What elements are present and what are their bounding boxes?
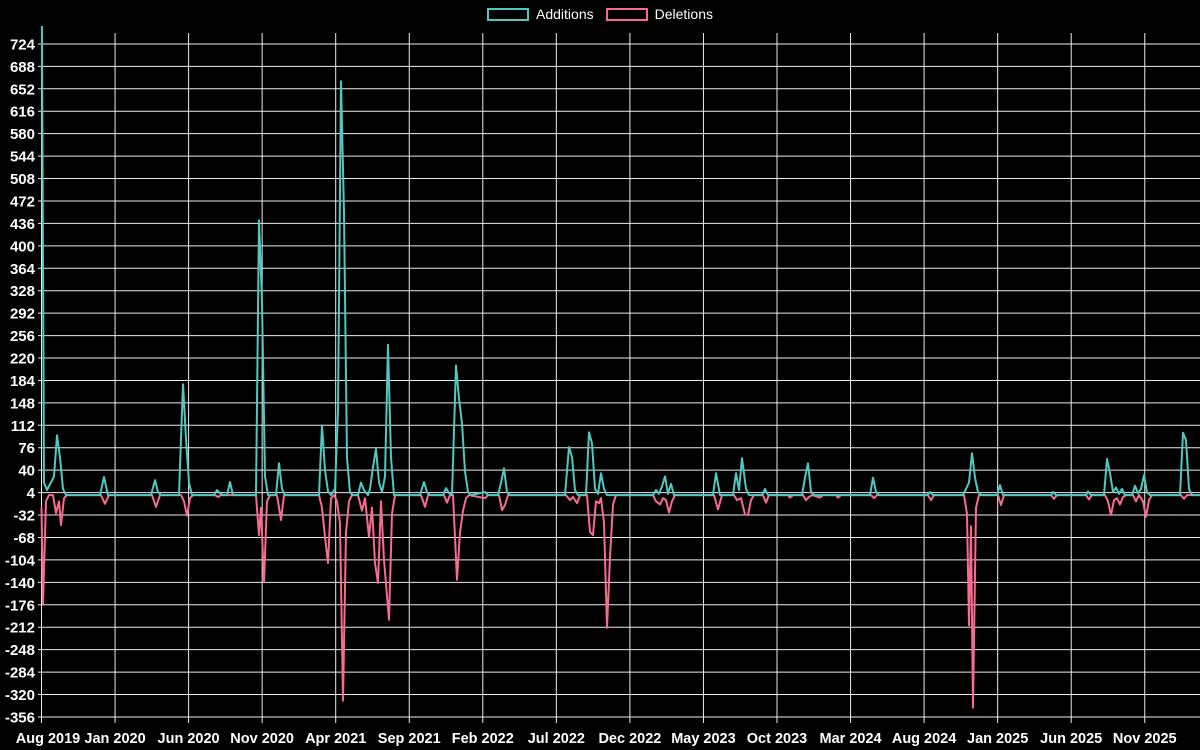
y-tick-label: -212 <box>5 620 35 637</box>
y-tick-label: 148 <box>10 395 35 412</box>
deletions-line <box>40 494 1200 709</box>
y-tick-label: 724 <box>10 36 36 53</box>
legend-item-deletions[interactable]: Deletions <box>605 6 713 22</box>
x-gridlines: Aug 2019 Jan 2020 Jun 2020 Nov 2020 Apr 2021… <box>16 33 1177 747</box>
y-tick-label: 400 <box>10 238 35 255</box>
x-tick-label: May 2023 <box>671 731 736 747</box>
x-tick-label: Dec 2022 <box>598 731 661 747</box>
y-tick-label: 652 <box>10 81 35 98</box>
y-tick-label: -356 <box>5 709 35 726</box>
y-tick-label: 292 <box>10 306 35 323</box>
y-tick-label: 544 <box>10 149 36 166</box>
chart-legend: Additions Deletions <box>0 6 1200 22</box>
y-tick-label: -320 <box>5 687 35 704</box>
legend-label-additions: Additions <box>536 6 594 22</box>
y-tick-label: 328 <box>10 283 35 300</box>
y-tick-label: 508 <box>10 171 35 188</box>
y-tick-label: 40 <box>18 463 35 480</box>
x-tick-label: Nov 2020 <box>230 731 294 747</box>
y-tick-label: -68 <box>13 530 35 547</box>
y-tick-label: 76 <box>18 440 35 457</box>
x-tick-label: Oct 2023 <box>747 731 807 747</box>
y-tick-label: 4 <box>27 485 36 502</box>
y-tick-label: -248 <box>5 642 35 659</box>
legend-label-deletions: Deletions <box>654 6 713 22</box>
x-tick-label: Apr 2021 <box>305 731 366 747</box>
y-tick-label: 220 <box>10 351 35 368</box>
x-tick-label: Jun 2020 <box>158 731 220 747</box>
legend-item-additions[interactable]: Additions <box>487 6 594 22</box>
x-tick-label: Nov 2025 <box>1113 731 1177 747</box>
x-tick-label: Jul 2022 <box>528 731 585 747</box>
y-tick-label: 184 <box>10 373 36 390</box>
y-tick-label: -140 <box>5 575 35 592</box>
x-tick-label: Mar 2024 <box>820 731 882 747</box>
y-gridlines: 724 688 652 616 580 544 508 472 436 400 364 328 292 2… <box>5 36 1200 726</box>
y-tick-label: -104 <box>5 552 36 569</box>
x-tick-label: Jan 2020 <box>84 731 145 747</box>
x-tick-label: Jan 2025 <box>967 731 1028 747</box>
x-tick-label: Aug 2019 <box>16 731 80 747</box>
y-tick-label: -32 <box>13 508 35 525</box>
x-tick-label: Jun 2025 <box>1040 731 1102 747</box>
y-tick-label: 688 <box>10 59 35 76</box>
y-tick-label: 580 <box>10 126 35 143</box>
additions-line <box>40 26 1200 497</box>
y-tick-label: 112 <box>11 418 35 435</box>
y-tick-label: 256 <box>10 328 35 345</box>
y-tick-label: -176 <box>5 597 35 614</box>
y-tick-label: 364 <box>10 261 36 278</box>
deletions-swatch-icon <box>605 7 648 21</box>
x-tick-label: Aug 2024 <box>892 731 956 747</box>
additions-swatch-icon <box>487 7 530 21</box>
y-tick-label: 616 <box>10 104 35 121</box>
y-tick-label: 436 <box>10 216 35 233</box>
y-tick-label: -284 <box>5 665 36 682</box>
y-tick-label: 472 <box>10 193 35 210</box>
x-tick-label: Sep 2021 <box>378 731 441 747</box>
x-tick-label: Feb 2022 <box>452 731 514 747</box>
